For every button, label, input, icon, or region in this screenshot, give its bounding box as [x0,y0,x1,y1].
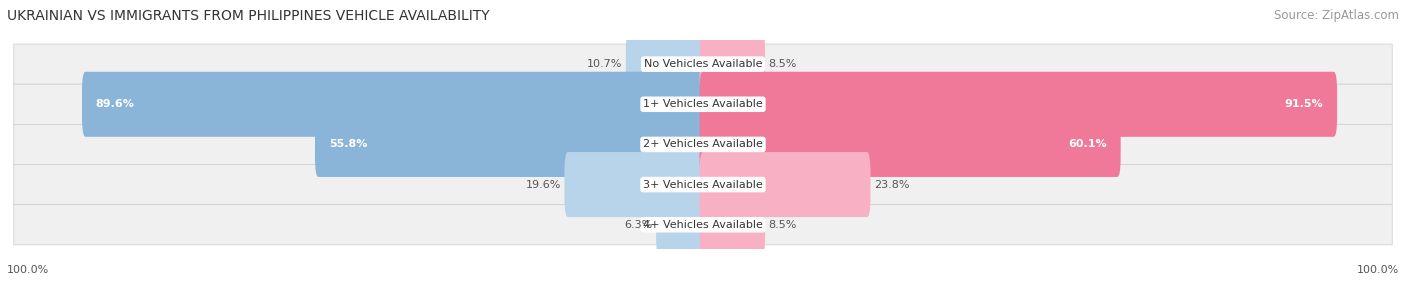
FancyBboxPatch shape [657,192,706,257]
FancyBboxPatch shape [14,124,1392,164]
Text: 8.5%: 8.5% [769,59,797,69]
Text: 89.6%: 89.6% [96,99,135,109]
FancyBboxPatch shape [315,112,706,177]
Text: No Vehicles Available: No Vehicles Available [644,59,762,69]
FancyBboxPatch shape [564,152,706,217]
FancyBboxPatch shape [700,112,1121,177]
Text: UKRAINIAN VS IMMIGRANTS FROM PHILIPPINES VEHICLE AVAILABILITY: UKRAINIAN VS IMMIGRANTS FROM PHILIPPINES… [7,9,489,23]
Text: Source: ZipAtlas.com: Source: ZipAtlas.com [1274,9,1399,21]
Text: 1+ Vehicles Available: 1+ Vehicles Available [643,99,763,109]
FancyBboxPatch shape [14,205,1392,245]
Text: 55.8%: 55.8% [329,140,367,149]
Text: 2+ Vehicles Available: 2+ Vehicles Available [643,140,763,149]
FancyBboxPatch shape [700,72,1337,137]
Text: 100.0%: 100.0% [7,265,49,275]
FancyBboxPatch shape [82,72,706,137]
Text: 60.1%: 60.1% [1069,140,1107,149]
FancyBboxPatch shape [14,164,1392,205]
Text: 91.5%: 91.5% [1285,99,1323,109]
Text: 100.0%: 100.0% [1357,265,1399,275]
FancyBboxPatch shape [700,192,765,257]
FancyBboxPatch shape [700,152,870,217]
Text: 3+ Vehicles Available: 3+ Vehicles Available [643,180,763,190]
FancyBboxPatch shape [14,44,1392,84]
Text: 23.8%: 23.8% [875,180,910,190]
Text: 10.7%: 10.7% [586,59,623,69]
Text: 8.5%: 8.5% [769,220,797,230]
FancyBboxPatch shape [626,32,706,97]
FancyBboxPatch shape [700,32,765,97]
Text: 6.3%: 6.3% [624,220,652,230]
FancyBboxPatch shape [14,84,1392,124]
Text: 19.6%: 19.6% [526,180,561,190]
Text: 4+ Vehicles Available: 4+ Vehicles Available [643,220,763,230]
